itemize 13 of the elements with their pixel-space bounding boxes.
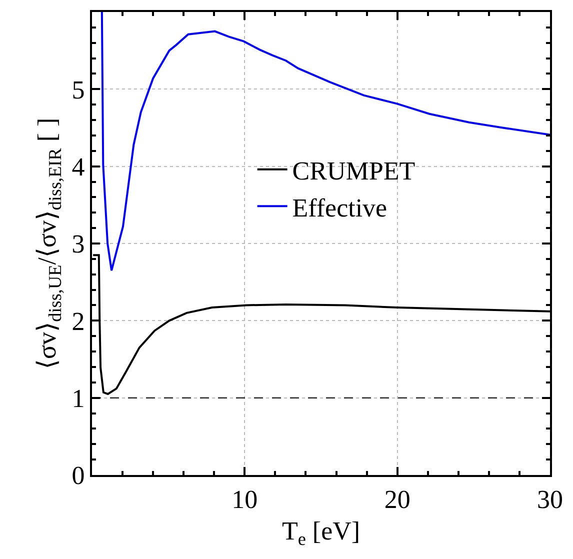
- y-tick-label: 1: [72, 384, 85, 413]
- x-tick-label: 20: [384, 485, 410, 514]
- x-tick-label: 30: [537, 485, 563, 514]
- y-tick-label: 3: [72, 230, 85, 259]
- legend-label: Effective: [292, 193, 388, 222]
- x-tick-label: 10: [232, 485, 258, 514]
- y-tick-label: 4: [72, 152, 85, 182]
- y-tick-label: 2: [72, 306, 85, 336]
- y-tick-label: 5: [72, 75, 85, 104]
- y-tick-label: 0: [72, 461, 85, 490]
- legend-label: CRUMPET: [292, 156, 416, 186]
- line-series: [100, 12, 550, 272]
- x-axis-title: T$_{e}$ [eV]: [282, 516, 360, 549]
